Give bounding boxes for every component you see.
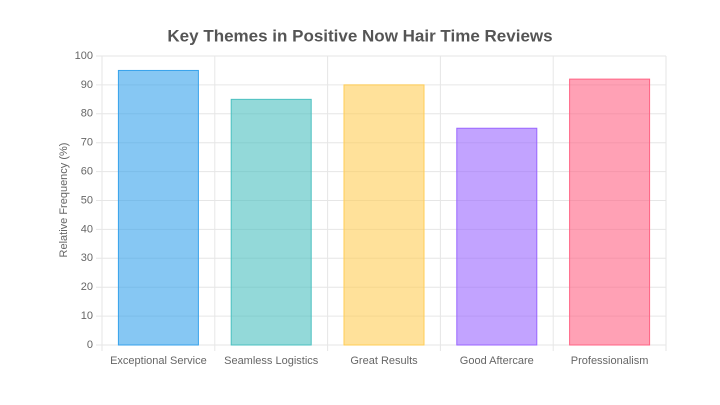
y-tick-label: 60 (81, 166, 93, 178)
y-tick-label: 50 (81, 194, 93, 206)
y-tick-label: 90 (81, 79, 93, 91)
x-tick-label: Great Results (350, 355, 418, 367)
y-tick-label: 10 (81, 310, 93, 322)
bar (569, 78, 651, 346)
chart-title: Key Themes in Positive Now Hair Time Rev… (167, 26, 552, 45)
y-tick-label: 30 (81, 252, 93, 264)
x-tick-label: Seamless Logistics (224, 355, 319, 367)
y-tick-label: 20 (81, 281, 93, 293)
y-tick-label: 0 (87, 339, 93, 351)
y-axis-label: Relative Frequency (%) (58, 143, 70, 258)
x-tick-label: Exceptional Service (110, 355, 207, 367)
x-tick-label: Good Aftercare (460, 355, 534, 367)
y-tick-label: 70 (81, 137, 93, 149)
bar (230, 98, 312, 346)
y-tick-label: 40 (81, 223, 93, 235)
x-tick-label: Professionalism (571, 355, 649, 367)
bar (117, 69, 199, 346)
y-tick-label: 80 (81, 108, 93, 120)
y-tick-label: 100 (75, 50, 93, 62)
bar (343, 84, 425, 346)
bar (456, 127, 538, 346)
